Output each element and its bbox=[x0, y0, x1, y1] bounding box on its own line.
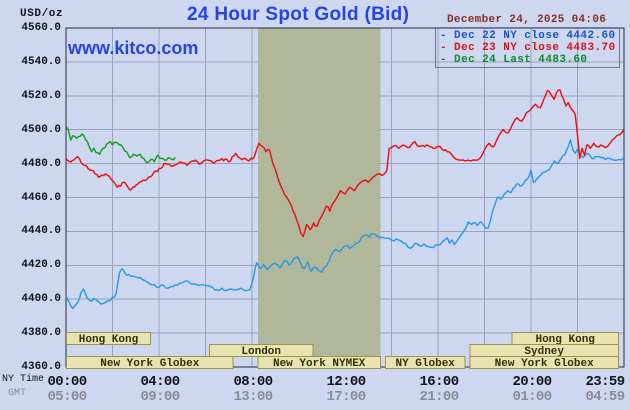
svg-text:Sydney: Sydney bbox=[524, 346, 564, 358]
svg-text:London: London bbox=[241, 346, 281, 358]
svg-text:Hong Kong: Hong Kong bbox=[535, 334, 594, 346]
svg-text:NY Globex: NY Globex bbox=[395, 358, 455, 370]
svg-text:Hong Kong: Hong Kong bbox=[79, 334, 138, 346]
svg-text:New York NYMEX: New York NYMEX bbox=[273, 358, 366, 370]
svg-text:New York Globex: New York Globex bbox=[100, 358, 199, 370]
svg-text:New York Globex: New York Globex bbox=[495, 358, 594, 370]
